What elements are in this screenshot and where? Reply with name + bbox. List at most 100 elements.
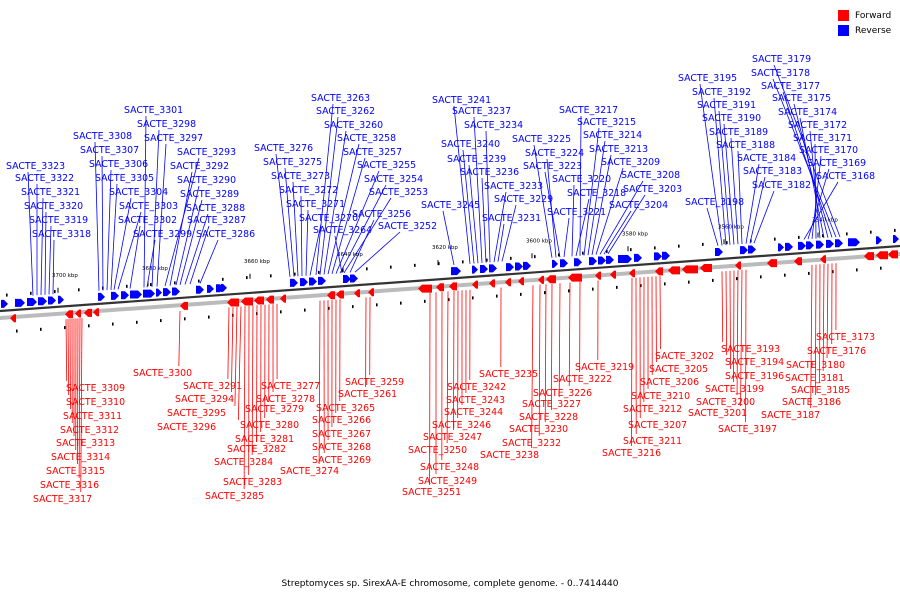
- reverse-gene-label: SACTE_3223: [523, 161, 582, 172]
- reverse-gene-label: SACTE_3183: [743, 166, 802, 177]
- forward-gene-label: SACTE_3193: [721, 344, 780, 355]
- track-dot: [40, 327, 42, 331]
- axis-tick-label: 3680 kbp: [142, 266, 168, 272]
- forward-leader-line: [80, 318, 83, 493]
- forward-gene-label: SACTE_3242: [447, 382, 506, 393]
- reverse-leader-line: [462, 149, 475, 264]
- forward-gene-label: SACTE_3207: [628, 420, 687, 431]
- reverse-gene-label: SACTE_3253: [369, 187, 428, 198]
- track-dot: [64, 326, 66, 330]
- reverse-gene-arrow: [472, 265, 478, 274]
- forward-leader-line: [531, 285, 534, 449]
- track-dot: [544, 291, 546, 295]
- forward-leader-line: [721, 271, 724, 343]
- forward-leader-line: [810, 264, 813, 409]
- reverse-gene-label: SACTE_3273: [271, 171, 330, 182]
- forward-gene-arrow: [820, 255, 826, 264]
- forward-leader-line: [77, 318, 79, 465]
- forward-gene-arrow: [354, 289, 360, 298]
- reverse-leader-line: [737, 150, 743, 244]
- axis-tick-label: 3620 kbp: [432, 245, 458, 251]
- track-dot: [606, 249, 608, 253]
- track-dot: [808, 271, 810, 275]
- track-dot: [78, 288, 80, 292]
- track-dot: [774, 237, 776, 241]
- track-dot: [616, 285, 618, 289]
- forward-gene-arrow: [436, 283, 444, 292]
- reverse-gene-arrow: [748, 245, 756, 254]
- reverse-leader-line: [113, 197, 132, 290]
- track-dot: [568, 289, 570, 293]
- forward-leader-line: [814, 264, 817, 396]
- reverse-gene-arrow: [806, 241, 814, 250]
- forward-leader-line: [178, 310, 181, 367]
- forward-gene-arrow: [368, 288, 374, 297]
- forward-leader-line: [544, 284, 547, 423]
- reverse-leader-line: [595, 167, 624, 255]
- forward-leader-line: [243, 306, 246, 490]
- reverse-gene-label: SACTE_3301: [124, 105, 183, 116]
- track-dot: [726, 241, 728, 245]
- track-dot: [400, 301, 402, 305]
- reverse-gene-label: SACTE_3168: [816, 171, 875, 182]
- reverse-gene-arrow: [143, 289, 155, 298]
- forward-gene-label: SACTE_3173: [816, 332, 875, 343]
- forward-gene-arrow: [568, 273, 582, 282]
- forward-leader-line: [446, 291, 449, 444]
- axis-tick-label: 3580 kbp: [622, 231, 648, 237]
- forward-gene-arrow: [65, 310, 73, 319]
- reverse-leader-line: [773, 64, 841, 237]
- reverse-leader-line: [323, 130, 347, 275]
- track-dot: [174, 281, 176, 285]
- genome-caption: Streptomyces sp. SirexAA-E chromosome, c…: [281, 579, 619, 589]
- reverse-leader-line: [730, 137, 739, 245]
- reverse-gene-arrow: [848, 238, 860, 247]
- reverse-leader-line: [179, 199, 203, 285]
- reverse-leader-line: [44, 211, 47, 295]
- reverse-gene-label: SACTE_3323: [6, 161, 65, 172]
- reverse-gene-arrow: [451, 267, 461, 276]
- reverse-gene-arrow: [1, 299, 8, 308]
- forward-gene-label: SACTE_3291: [183, 381, 242, 392]
- reverse-gene-arrow: [618, 255, 632, 264]
- reverse-gene-label: SACTE_3307: [80, 145, 139, 156]
- reverse-gene-label: SACTE_3221: [547, 207, 606, 218]
- forward-gene-label: SACTE_3283: [223, 477, 282, 488]
- forward-gene-label: SACTE_3284: [214, 457, 273, 468]
- reverse-gene-arrow: [221, 283, 227, 292]
- forward-gene-arrow: [241, 297, 253, 306]
- reverse-leader-line: [753, 190, 775, 244]
- reverse-leader-line: [501, 204, 517, 262]
- track-dot: [880, 266, 882, 270]
- track-dot: [736, 277, 738, 281]
- forward-leader-line: [65, 319, 68, 382]
- track-dot: [88, 324, 90, 328]
- reverse-gene-label: SACTE_3241: [432, 95, 491, 106]
- reverse-gene-label: SACTE_3218: [567, 188, 626, 199]
- reverse-gene-arrow: [654, 252, 662, 261]
- reverse-gene-label: SACTE_3209: [601, 157, 660, 168]
- track-dot: [328, 306, 330, 310]
- forward-gene-label: SACTE_3285: [205, 491, 264, 502]
- reverse-leader-line: [583, 127, 600, 256]
- reverse-gene-label: SACTE_3320: [24, 201, 83, 212]
- track-dot: [280, 310, 282, 314]
- forward-leader-line: [78, 318, 81, 479]
- track-dot: [184, 317, 186, 321]
- forward-gene-arrow: [767, 259, 777, 268]
- forward-gene-arrow: [227, 298, 239, 307]
- track-dot: [6, 293, 8, 297]
- forward-gene-label: SACTE_3238: [480, 450, 539, 461]
- reverse-gene-arrow: [662, 251, 670, 260]
- track-dot: [894, 228, 896, 232]
- forward-gene-label: SACTE_3197: [718, 424, 777, 435]
- forward-gene-arrow: [180, 301, 188, 310]
- track-dot: [376, 303, 378, 307]
- reverse-gene-label: SACTE_3170: [799, 145, 858, 156]
- reverse-gene-arrow: [826, 239, 834, 248]
- reverse-gene-arrow: [290, 278, 298, 287]
- forward-gene-arrow: [546, 275, 556, 284]
- reverse-gene-arrow: [480, 265, 488, 274]
- track-dot: [582, 251, 584, 255]
- forward-gene-label: SACTE_3186: [782, 397, 841, 408]
